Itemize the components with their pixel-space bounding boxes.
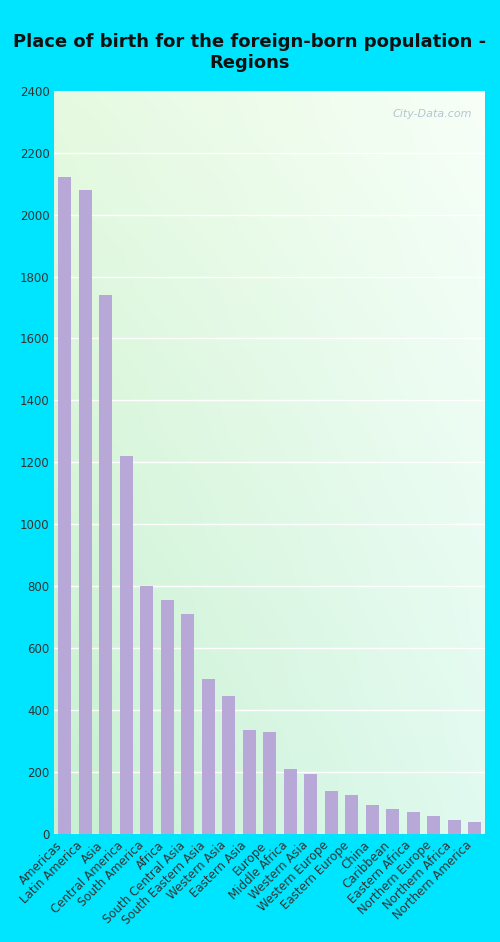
Bar	[222, 696, 235, 834]
Bar	[140, 586, 153, 834]
Bar	[468, 821, 481, 834]
Bar	[78, 189, 92, 834]
Bar	[202, 679, 215, 834]
Bar	[406, 812, 420, 834]
Text: Place of birth for the foreign-born population -
Regions: Place of birth for the foreign-born popu…	[14, 33, 486, 72]
Bar	[58, 177, 71, 834]
Bar	[448, 820, 461, 834]
Bar	[366, 804, 379, 834]
Bar	[427, 816, 440, 834]
Bar	[263, 732, 276, 834]
Bar	[284, 769, 297, 834]
Bar	[160, 600, 174, 834]
Bar	[242, 730, 256, 834]
Bar	[324, 790, 338, 834]
Bar	[181, 614, 194, 834]
Bar	[345, 795, 358, 834]
Bar	[120, 456, 133, 834]
Text: City-Data.com: City-Data.com	[392, 109, 472, 120]
Bar	[99, 295, 112, 834]
Bar	[304, 773, 318, 834]
Bar	[386, 809, 400, 834]
